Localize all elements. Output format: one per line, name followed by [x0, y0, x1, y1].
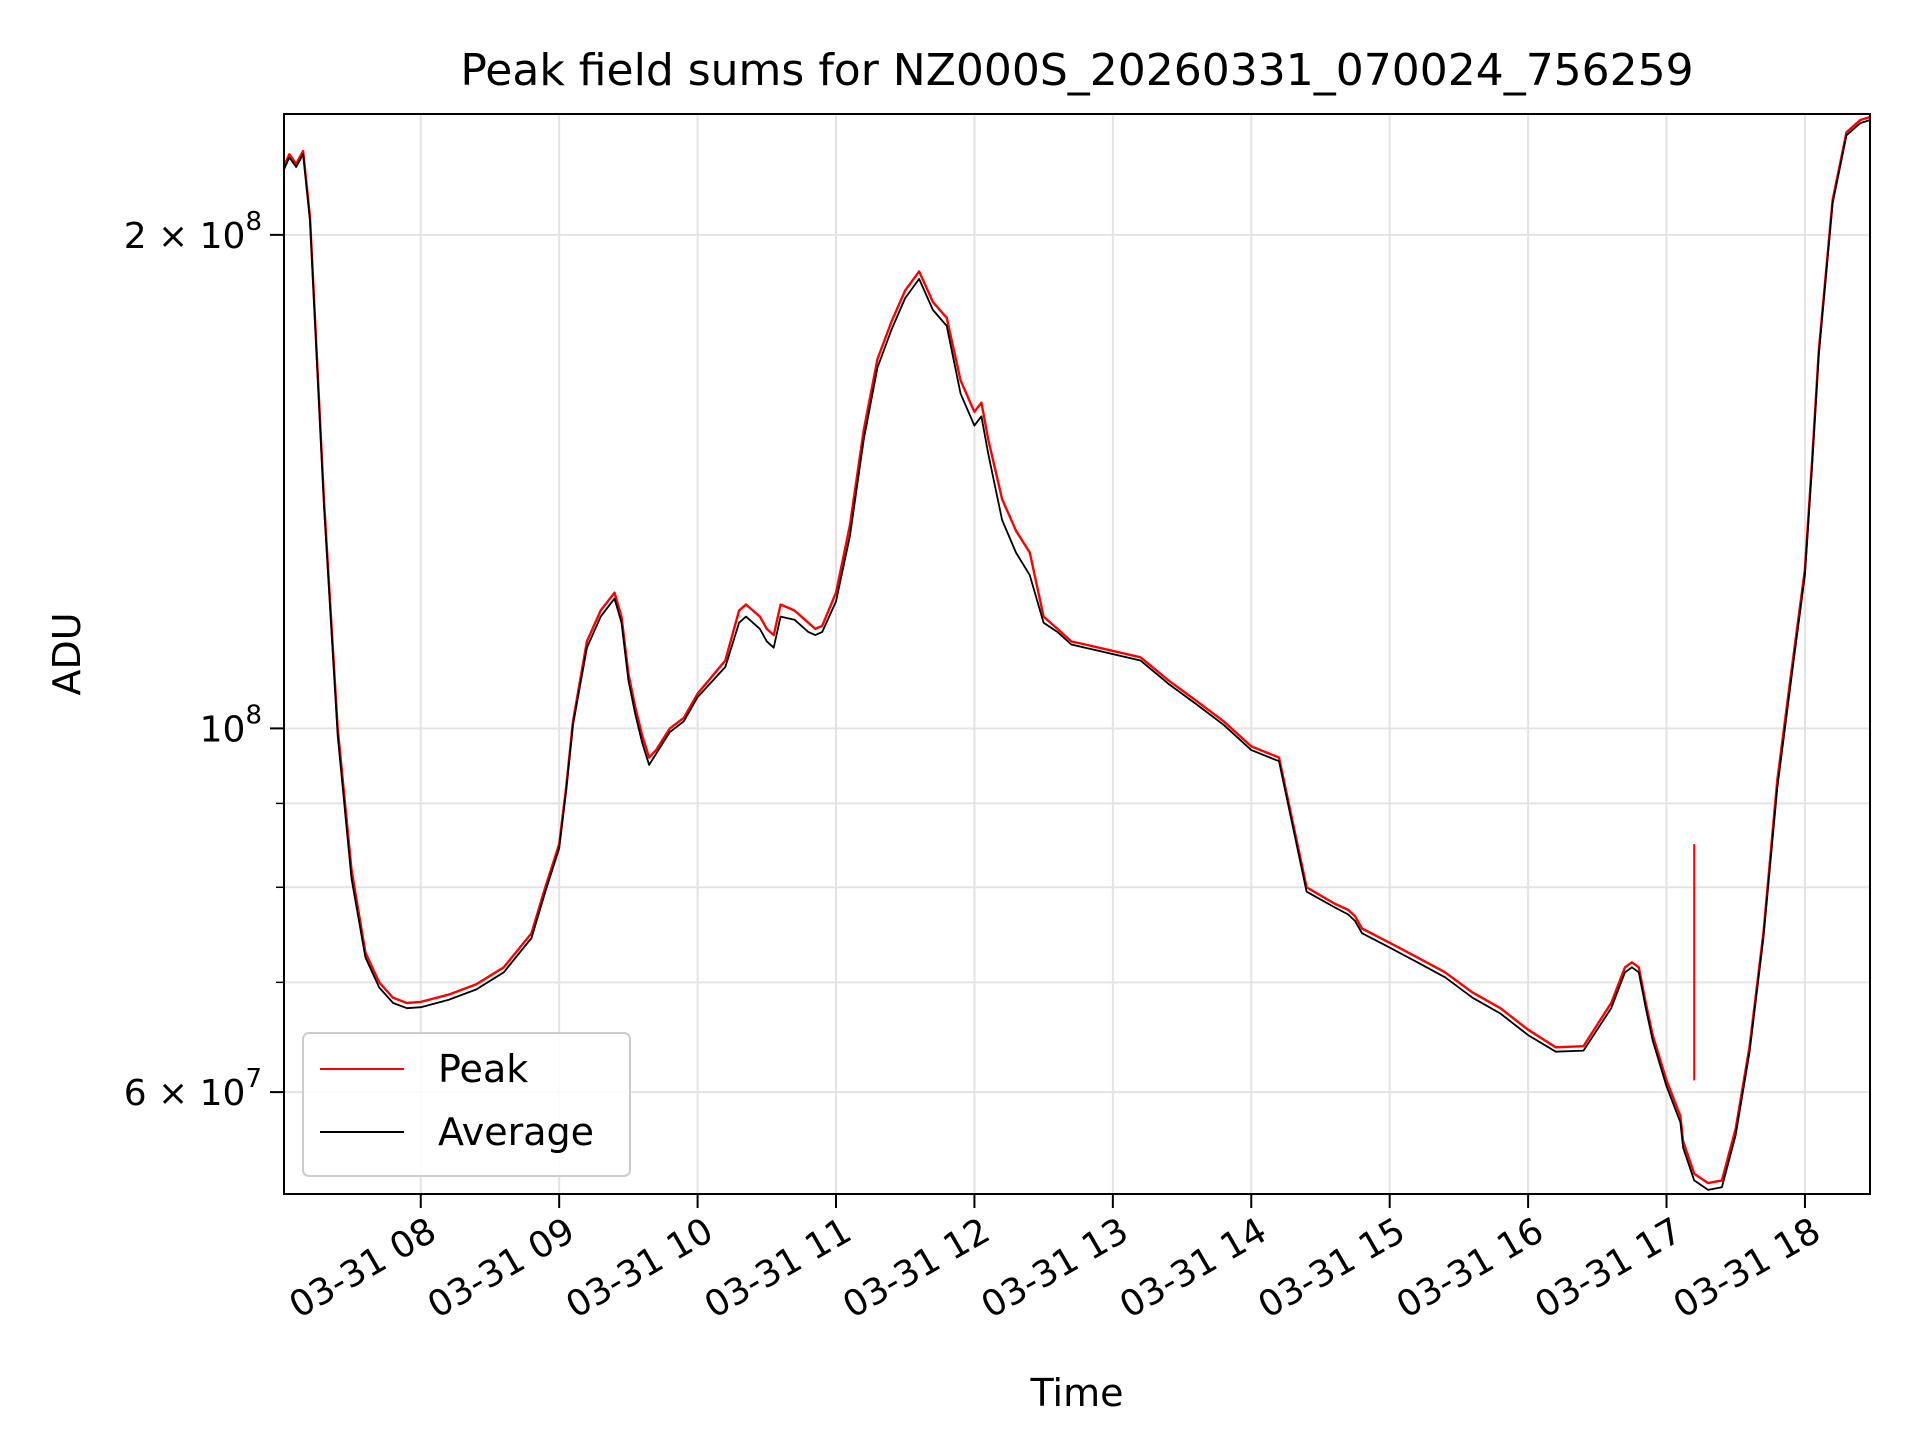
legend: Peak Average: [302, 1032, 631, 1177]
y-tick-label: 2 × 108: [124, 207, 262, 257]
legend-label-average: Average: [438, 1110, 594, 1154]
series-layer: [282, 115, 1871, 1191]
y-axis-label: ADU: [45, 612, 89, 695]
legend-label-peak: Peak: [438, 1047, 528, 1091]
x-axis-label: Time: [1030, 1371, 1124, 1415]
chart-title: Peak field sums for NZ000S_20260331_0700…: [460, 45, 1693, 96]
series-line-average: [282, 119, 1871, 1191]
grid: [284, 114, 1870, 1194]
y-tick-label: 6 × 107: [124, 1064, 262, 1114]
plot-frame: [283, 113, 1871, 1195]
